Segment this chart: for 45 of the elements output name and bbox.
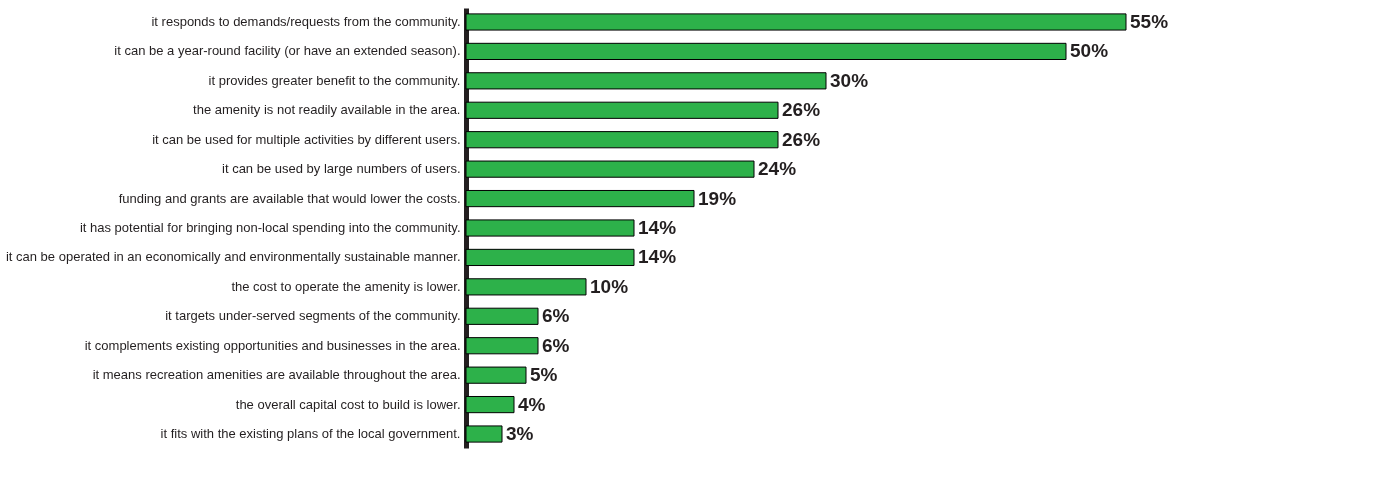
y-tick-label: funding and grants are available that would lower the costs. [118,190,461,206]
y-tick-label: the cost to operate the amenity is lower. [231,278,461,294]
y-tick-label: it has potential for bringing non-local spending into the community. [79,220,461,235]
bar [465,13,1127,31]
y-tick-label: it can be a year-round facility (or have an extended season). [114,43,461,59]
data-label: 26% [782,128,821,150]
y-tick-label: the amenity is not readily available in the area. [193,102,461,118]
data-label: 14% [638,217,677,238]
y-tick-label: it provides greater benefit to the community. [208,72,461,88]
y-tick-label: it responds to demands/requests from the community. [151,13,461,29]
y-tick-label: it fits with the existing plans of the local government. [160,426,461,442]
y-tick-label: it complements existing opportunities and businesses in the area. [84,337,461,353]
data-label: 26% [782,99,821,121]
y-tick-label: it means recreation amenities are available throughout the area. [92,367,461,383]
bar [465,160,755,178]
bar [465,101,779,119]
y-tick-label: it can be operated in an economically and environmentally sustainable manner. [5,249,461,265]
data-label: 4% [518,393,546,415]
data-label: 5% [530,364,558,386]
data-label: 50% [1070,40,1109,62]
y-tick-label: it can be used for multiple activities by different users. [152,131,461,147]
bar [465,248,635,267]
bar [465,337,539,355]
bar [465,307,539,325]
data-label: 14% [638,246,677,268]
bar [465,189,695,208]
y-tick-label: the overall capital cost to build is lower. [235,396,461,412]
data-label: 6% [542,334,570,356]
bar [465,131,779,149]
bar [465,219,635,237]
bar [465,42,1067,61]
data-label: 30% [830,69,869,91]
data-label: 6% [542,305,570,327]
bar [465,395,515,414]
data-label: 24% [758,158,797,180]
y-tick-label: it can be used by large numbers of users. [222,161,461,177]
bar [465,366,527,384]
bar [465,425,503,443]
y-tick-label: it targets under-served segments of the community. [165,308,461,324]
data-label: 19% [698,187,737,209]
bar [465,72,827,90]
data-label: 55% [1130,10,1169,32]
data-label: 10% [590,275,629,297]
data-label: 3% [506,423,534,445]
bar [465,278,587,296]
